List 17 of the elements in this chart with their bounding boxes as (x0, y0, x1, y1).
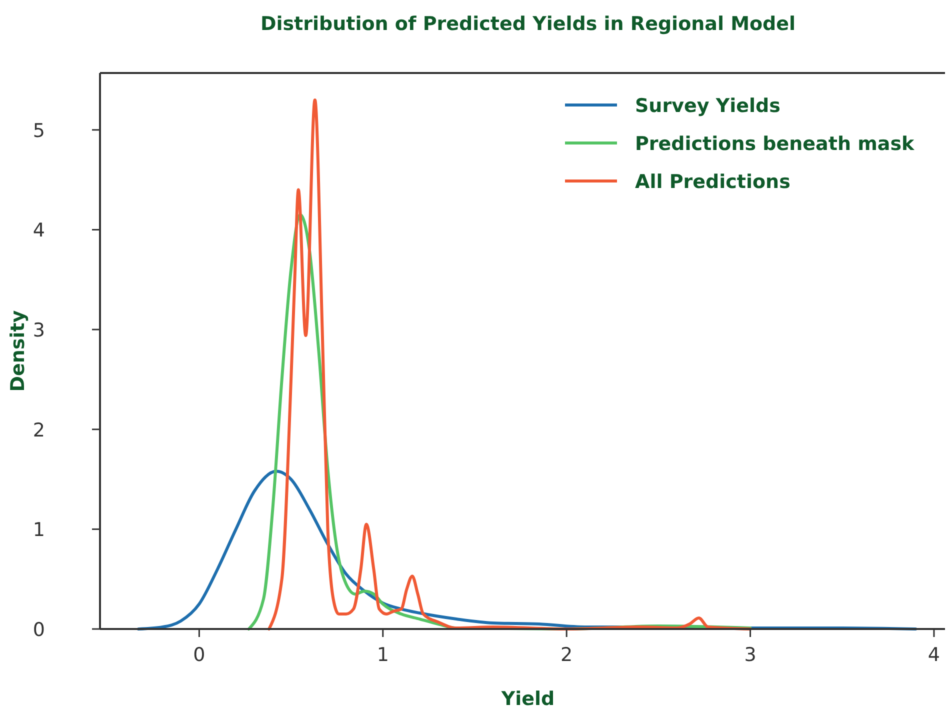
legend-label: Predictions beneath mask (635, 133, 915, 155)
y-tick-label: 2 (32, 419, 45, 442)
x-tick-label: 1 (376, 644, 389, 666)
y-tick-label: 4 (32, 220, 45, 242)
legend-label: All Predictions (635, 171, 790, 193)
x-tick-label: 0 (193, 644, 206, 666)
y-tick-label: 0 (32, 619, 45, 641)
y-tick-label: 5 (32, 120, 45, 142)
x-tick-label: 3 (744, 644, 756, 666)
x-axis-title: Yield (500, 688, 555, 710)
x-tick-label: 4 (928, 644, 940, 666)
x-tick-label: 2 (560, 644, 573, 666)
chart-title: Distribution of Predicted Yields in Regional Model (260, 13, 796, 35)
y-tick-label: 3 (32, 320, 45, 342)
legend-label: Survey Yields (635, 95, 780, 117)
y-tick-label: 1 (32, 519, 45, 542)
y-axis-title: Density (7, 310, 29, 392)
